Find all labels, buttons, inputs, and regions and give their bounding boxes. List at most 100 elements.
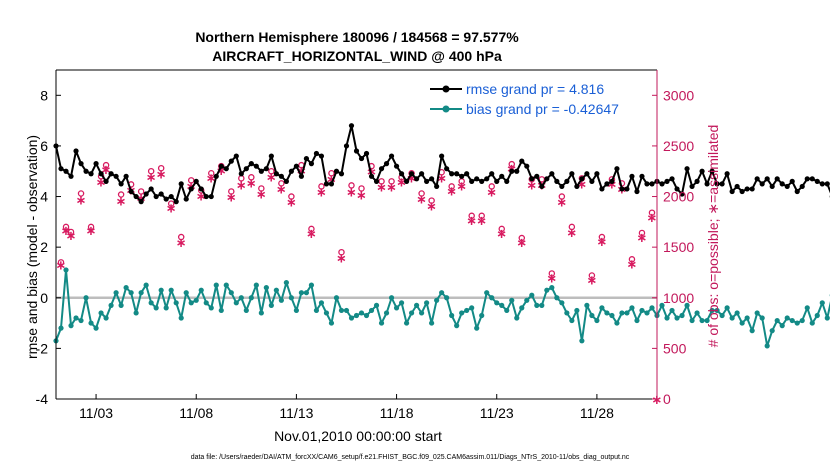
rmse-point — [228, 158, 234, 164]
bias-point — [278, 297, 284, 303]
rmse-point — [514, 168, 520, 174]
bias-point — [414, 302, 420, 308]
rmse-point — [799, 183, 805, 190]
bias-point — [519, 305, 525, 311]
bias-point — [689, 317, 695, 324]
obs-possible-point — [548, 270, 556, 277]
bias-point — [328, 320, 335, 326]
obs-possible-point — [558, 193, 566, 200]
rmse-point — [559, 183, 565, 190]
bias-point — [303, 290, 310, 296]
bias-point — [599, 305, 605, 311]
rmse-point — [223, 166, 229, 172]
rmse-point — [444, 166, 450, 172]
bias-point — [88, 320, 94, 326]
obs-possible-point — [488, 183, 495, 190]
obs-assimilated-point: ∗ — [76, 194, 87, 209]
bias-point — [604, 310, 610, 316]
obs-possible-point — [348, 182, 355, 189]
bias-point — [288, 295, 294, 301]
rmse-point — [353, 148, 360, 154]
obs-assimilated-point: ∗ — [326, 172, 337, 187]
bias-point — [539, 302, 545, 308]
bias-point — [383, 310, 390, 316]
bias-point — [534, 302, 540, 308]
bias-point — [58, 325, 64, 331]
obs-assimilated-point: ∗ — [606, 177, 617, 192]
rmse-point — [464, 171, 470, 177]
rmse-point — [293, 163, 299, 169]
bias-point — [529, 292, 535, 298]
obs-assimilated-point: ∗ — [647, 211, 658, 226]
rmse-point — [298, 173, 305, 179]
x-tick-label: 11/28 — [580, 405, 614, 421]
bias-point — [744, 315, 750, 321]
bias-point — [118, 302, 124, 308]
tick-labels: -4 -2 0 2 4 6 8 0 500 1000 1500 2000 2500 3000 11/03 11… — [36, 87, 695, 421]
rmse-point — [83, 168, 89, 174]
bias-point — [524, 297, 530, 303]
bias-point — [103, 315, 109, 321]
rmse-point — [564, 178, 570, 184]
bias-point — [323, 310, 330, 316]
obs-possible-point — [328, 170, 335, 177]
rmse-point — [128, 188, 134, 195]
bias-point — [789, 317, 795, 324]
y-right-tick-label: 1000 — [663, 290, 694, 306]
obs-assimilated-point: ∗ — [652, 393, 663, 408]
bias-point — [784, 315, 790, 321]
rmse-point — [594, 171, 600, 177]
rmse-point — [213, 173, 219, 179]
y-left-tick-label: -2 — [36, 340, 49, 356]
bias-point — [799, 317, 805, 324]
obs-assimilated-point: ∗ — [416, 193, 427, 208]
rmse-point — [108, 171, 114, 177]
rmse-point — [714, 181, 720, 187]
bias-point — [368, 307, 375, 314]
rmse-point — [103, 178, 109, 184]
obs-assimilated-point: ∗ — [56, 258, 67, 273]
bias-point — [624, 310, 630, 316]
bias-point — [318, 300, 325, 306]
rmse-point — [263, 166, 269, 172]
bias-point — [208, 305, 214, 311]
bias-point — [348, 315, 355, 321]
obs-possible-point — [478, 212, 485, 220]
rmse-point — [489, 171, 495, 177]
y-left-tick-label: 0 — [40, 290, 48, 306]
obs-assimilated-point: ∗ — [256, 188, 267, 203]
obs-possible-point — [87, 223, 95, 231]
bias-point — [754, 310, 760, 316]
bias-point — [484, 290, 490, 296]
rmse-point — [203, 193, 209, 200]
obs-assimilated-point: ∗ — [276, 182, 287, 197]
bias-point — [639, 307, 645, 314]
obs-possible-point — [137, 188, 145, 195]
legend: rmse grand pr = 4.816 bias grand pr = -0… — [430, 81, 619, 117]
bias-point — [729, 315, 735, 321]
obs-assimilated-point: ∗ — [556, 196, 567, 211]
bias-point — [378, 320, 385, 326]
obs-assimilated-point: ∗ — [376, 180, 387, 195]
rmse-point — [138, 199, 144, 205]
rmse-point — [554, 178, 560, 184]
rmse-point — [624, 186, 630, 192]
bias-point — [113, 290, 119, 296]
bias-point — [158, 287, 164, 293]
x-tick-label: 11/13 — [279, 405, 313, 421]
rmse-point — [764, 176, 770, 182]
rmse-point — [268, 153, 274, 159]
bias-point — [193, 297, 199, 303]
bias-point — [108, 302, 114, 308]
bias-point — [574, 307, 580, 314]
axes-frame — [55, 69, 658, 400]
bias-point — [684, 302, 690, 308]
rmse-point — [253, 163, 259, 169]
bias-point — [338, 307, 345, 314]
bias-point — [434, 297, 440, 303]
obs-possible-point — [448, 183, 455, 190]
rmse-point — [173, 199, 179, 205]
obs-assimilated-point: ∗ — [116, 195, 127, 210]
obs-assimilated-point: ∗ — [586, 274, 597, 289]
rmse-point — [328, 181, 335, 187]
